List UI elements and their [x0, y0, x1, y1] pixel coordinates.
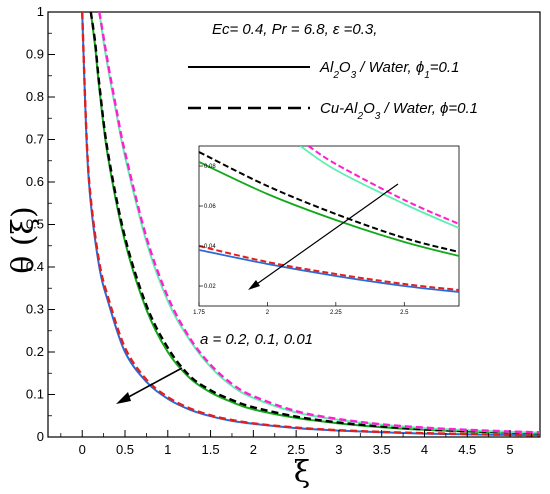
inset-series-group [199, 146, 459, 293]
inset-series-line-3 [199, 151, 459, 253]
inset-x-tick-label: 2.5 [400, 310, 409, 316]
y-tick-label: 0.3 [26, 302, 44, 317]
inset-x-tick-label: 1.75 [193, 310, 205, 316]
y-tick-label: 0.6 [26, 174, 44, 189]
inset-series-line-2 [199, 161, 459, 257]
y-tick-label: 0.7 [26, 132, 44, 147]
legend-label-cu-al2o3: Cu-Al2O3 / Water, ϕ=0.1 [320, 100, 478, 122]
inset-x-axis: 1.75 2 2.25 2.5 [193, 302, 409, 316]
plot-area: 0 0.5 1 1.5 2 2.5 3 3.5 4 4.5 5 0 0.1 0.2 0.3 0.4 0.5 0.… [26, 4, 541, 457]
x-tick-label: 3.5 [373, 442, 391, 457]
y-tick-label: 1 [37, 4, 44, 19]
y-tick-label: 0.1 [26, 387, 44, 402]
main-arrow [116, 367, 183, 404]
x-tick-label: 1 [164, 442, 171, 457]
y-tick-label: 0 [37, 429, 44, 444]
inset-y-tick-label: 0.04 [204, 244, 216, 250]
arrow-label: a = 0.2, 0.1, 0.01 [200, 331, 313, 348]
legend-label-al2o3: Al2O3 / Water, ϕ1=0.1 [319, 59, 459, 81]
params-annotation: Ec= 0.4, Pr = 6.8, ε =0.3, [212, 21, 377, 38]
inset-y-axis: 0.02 0.04 0.06 0.08 [199, 164, 216, 290]
inset-chart: 1.75 2 2.25 2.5 0.02 0.04 0.06 0.08 [193, 145, 460, 316]
y-tick-label: 0.9 [26, 47, 44, 62]
inset-series-line-5 [307, 146, 459, 225]
x-tick-label: 5 [506, 442, 513, 457]
y-tick-label: 0.4 [26, 259, 44, 274]
inset-y-tick-label: 0.02 [204, 284, 216, 290]
inset-arrow [248, 183, 399, 290]
inset-x-tick-label: 2.25 [330, 310, 342, 316]
series-line-3 [89, 12, 540, 435]
x-tick-label: 2.5 [287, 442, 305, 457]
y-axis-label: θ (ξ) [6, 206, 41, 274]
x-tick-label: 0.5 [116, 442, 134, 457]
inset-series-line-0 [199, 249, 459, 293]
y-tick-label: 0.8 [26, 89, 44, 104]
inset-series-line-1 [199, 245, 459, 291]
series-line-5 [98, 12, 540, 434]
x-tick-label: 3 [335, 442, 342, 457]
x-tick-label: 4.5 [458, 442, 476, 457]
inset-y-tick-label: 0.08 [204, 164, 216, 170]
x-tick-label: 4 [421, 442, 428, 457]
x-tick-label: 1.5 [202, 442, 220, 457]
y-tick-label: 0.5 [26, 217, 44, 232]
x-axis: 0 0.5 1 1.5 2 2.5 3 3.5 4 4.5 5 [60, 430, 532, 457]
y-tick-label: 0.2 [26, 344, 44, 359]
inset-frame [198, 145, 460, 307]
inset-series-line-4 [299, 146, 459, 229]
x-tick-label: 0 [79, 442, 86, 457]
y-axis: 0 0.1 0.2 0.3 0.4 0.5 0.6 0.7 0.8 0.9 1 [26, 4, 55, 444]
legend: Al2O3 / Water, ϕ1=0.1 Cu-Al2O3 / Water, … [188, 59, 478, 122]
inset-x-tick-label: 2 [266, 310, 270, 316]
inset-y-tick-label: 0.06 [204, 204, 216, 210]
x-axis-label: ξ [294, 455, 311, 490]
x-tick-label: 2 [250, 442, 257, 457]
